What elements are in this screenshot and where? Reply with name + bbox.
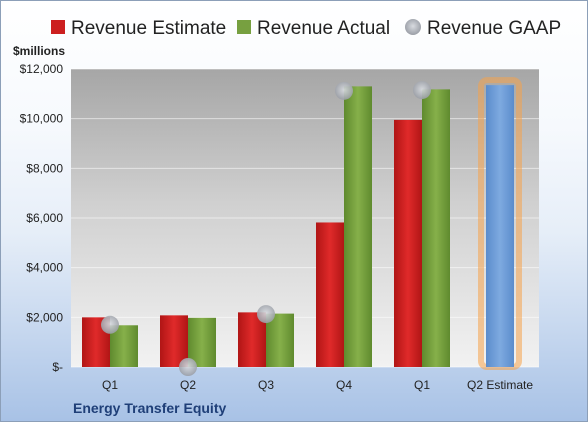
gaap-points [101,81,431,376]
y-axis-unit-label: $millions [13,44,65,58]
x-tick-label: Q1 [414,378,430,392]
y-tick-label: $2,000 [26,310,63,324]
legend-swatch-revenue-estimate [51,20,65,34]
point-revenue-gaap [101,315,119,334]
bar-revenue-actual [422,89,450,367]
bar-q2-estimate [486,85,514,368]
gridlines [71,68,539,368]
y-axis-ticks: $- $2,000 $4,000 $6,000 $8,000 $10,000 $12,000 [20,62,64,374]
x-tick-label: Q2 [180,378,196,392]
x-tick-label: Q2 Estimate [467,378,533,392]
legend-swatch-revenue-gaap [405,19,421,35]
y-tick-label: $6,000 [26,211,63,225]
point-revenue-gaap [413,81,431,100]
point-revenue-gaap [335,81,353,100]
legend-label-revenue-estimate: Revenue Estimate [71,18,226,39]
x-tick-label: Q4 [336,378,352,392]
bars [82,77,522,371]
x-tick-label: Q3 [258,378,274,392]
company-name: Energy Transfer Equity [73,400,226,416]
bar-revenue-actual [344,86,372,367]
legend-label-revenue-gaap: Revenue GAAP [427,18,561,39]
y-tick-label: $12,000 [20,62,64,76]
y-tick-label: $10,000 [20,112,64,126]
bar-revenue-actual [266,313,294,367]
bar-revenue-estimate [160,315,188,367]
chart-legend: Revenue Estimate Revenue Actual Revenue … [51,18,561,39]
bar-revenue-estimate [316,222,344,367]
y-tick-label: $- [52,360,63,374]
point-revenue-gaap [179,358,197,376]
x-axis-ticks: Q1 Q2 Q3 Q4 Q1 Q2 Estimate [102,378,533,392]
x-tick-label: Q1 [102,378,118,392]
y-tick-label: $8,000 [26,161,63,175]
bar-revenue-actual [188,317,216,367]
y-tick-label: $4,000 [26,261,63,275]
legend-swatch-revenue-actual [237,20,251,34]
bar-revenue-estimate [394,119,422,368]
point-revenue-gaap [257,305,275,324]
legend-label-revenue-actual: Revenue Actual [257,18,390,39]
